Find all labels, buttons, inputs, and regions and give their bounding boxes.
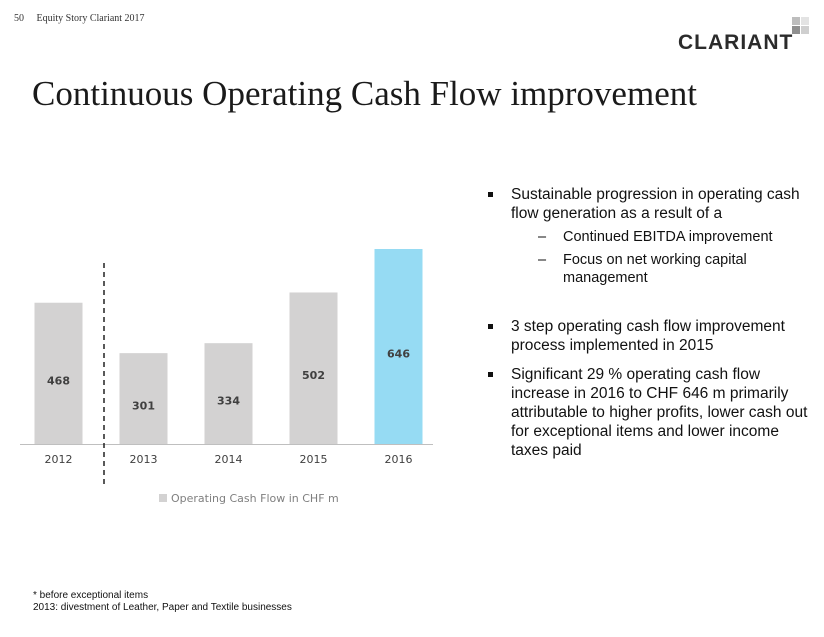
bullet-item: 3 step operating cash flow improvement p… xyxy=(484,317,814,355)
sub-bullet-text: Focus on net working capital management xyxy=(563,252,747,286)
bullet-text: Significant 29 % operating cash flow inc… xyxy=(511,366,808,459)
footnote-line: * before exceptional items xyxy=(33,590,149,601)
slide-header: 50 Equity Story Clariant 2017 xyxy=(14,13,145,24)
x-tick-label: 2013 xyxy=(130,453,158,466)
bullet-square-icon xyxy=(488,372,493,377)
bar-2013 xyxy=(119,353,168,444)
x-tick-label: 2016 xyxy=(385,453,413,466)
bullet-item: Significant 29 % operating cash flow inc… xyxy=(484,365,814,460)
dash-icon: – xyxy=(538,229,547,245)
legend-swatch xyxy=(159,494,167,502)
bullet-square-icon xyxy=(488,192,493,197)
legend-label: Operating Cash Flow in CHF m xyxy=(171,492,339,505)
page-number: 50 xyxy=(14,13,24,24)
x-tick-label: 2014 xyxy=(215,453,243,466)
x-tick-label: 2012 xyxy=(45,453,73,466)
x-tick-label: 2015 xyxy=(300,453,328,466)
clariant-square-mark-icon xyxy=(792,17,810,35)
bar-2015 xyxy=(289,292,338,444)
bullet-list: Sustainable progression in operating cas… xyxy=(484,185,814,470)
bullet-square-icon xyxy=(488,324,493,329)
document-title: Equity Story Clariant 2017 xyxy=(36,13,145,24)
slide-title: Continuous Operating Cash Flow improveme… xyxy=(32,74,697,113)
bullet-text: Sustainable progression in operating cas… xyxy=(511,186,800,222)
sub-bullet-text: Continued EBITDA improvement xyxy=(563,229,773,245)
footnote: * before exceptional items 2013: divestm… xyxy=(33,590,292,614)
data-label: 468 xyxy=(47,374,70,387)
data-label: 301 xyxy=(132,400,155,413)
bullet-item: Sustainable progression in operating cas… xyxy=(484,185,814,287)
dash-icon: – xyxy=(538,252,547,268)
bar-2012 xyxy=(34,302,83,444)
data-label: 502 xyxy=(302,369,325,382)
bullet-text: 3 step operating cash flow improvement p… xyxy=(511,318,785,354)
data-label: 334 xyxy=(217,395,240,408)
chart-svg: 468 2012 301 2013 334 2014 502 2015 646 2016 Opera… xyxy=(20,249,433,505)
bar-2016 xyxy=(374,249,423,444)
clariant-logo: CLARIANT xyxy=(678,15,813,55)
operating-cash-flow-chart: 468 2012 301 2013 334 2014 502 2015 646 2016 Opera… xyxy=(20,230,440,520)
footnote-line: 2013: divestment of Leather, Paper and T… xyxy=(33,602,292,613)
sub-bullet-item: – Continued EBITDA improvement xyxy=(511,228,814,246)
data-label: 646 xyxy=(387,348,410,361)
sub-bullet-item: – Focus on net working capital managemen… xyxy=(511,251,814,287)
logo-wordmark: CLARIANT xyxy=(678,31,794,54)
bar-2014 xyxy=(204,343,253,444)
